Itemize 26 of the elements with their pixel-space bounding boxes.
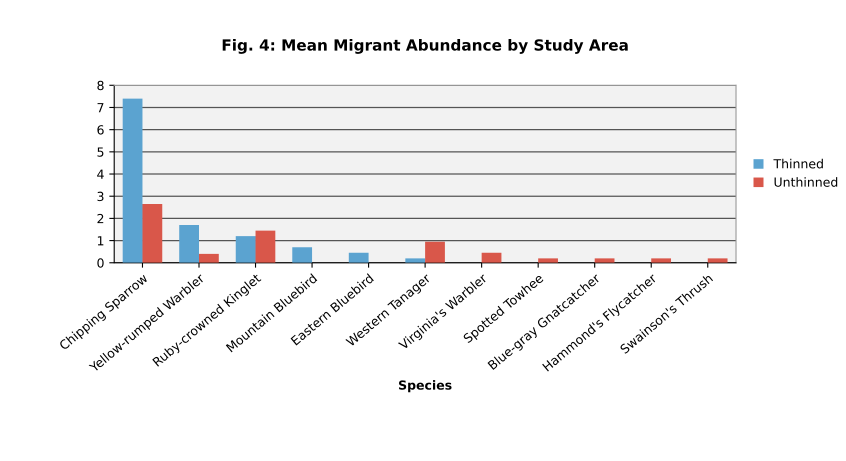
y-tick-label: 2	[97, 214, 104, 224]
y-tick-label: 4	[97, 170, 104, 179]
bar	[179, 225, 199, 263]
x-axis-title: Species	[398, 380, 452, 392]
bar	[256, 230, 276, 263]
y-tick-label: 0	[97, 258, 104, 268]
bar	[348, 252, 369, 263]
bar	[425, 242, 445, 263]
bar	[292, 247, 312, 263]
bar	[482, 252, 502, 263]
legend-label: Thinned	[773, 158, 823, 168]
y-tick-label: 1	[98, 236, 104, 246]
y-tick-label: 8	[97, 80, 104, 90]
chart-title: Fig. 4: Mean Migrant Abundance by Study Area	[222, 38, 628, 54]
legend-label: Unthinned	[774, 177, 838, 187]
y-tick-label: 7	[98, 103, 104, 112]
bar	[236, 236, 256, 263]
y-tick-label: 5	[98, 147, 104, 157]
bar	[594, 258, 614, 263]
bar	[142, 204, 162, 263]
y-tick-label: 6	[97, 125, 104, 135]
y-tick-label: 3	[97, 192, 104, 202]
bar	[122, 98, 142, 263]
bar	[538, 258, 558, 263]
bar	[199, 254, 219, 263]
bar	[651, 258, 672, 263]
